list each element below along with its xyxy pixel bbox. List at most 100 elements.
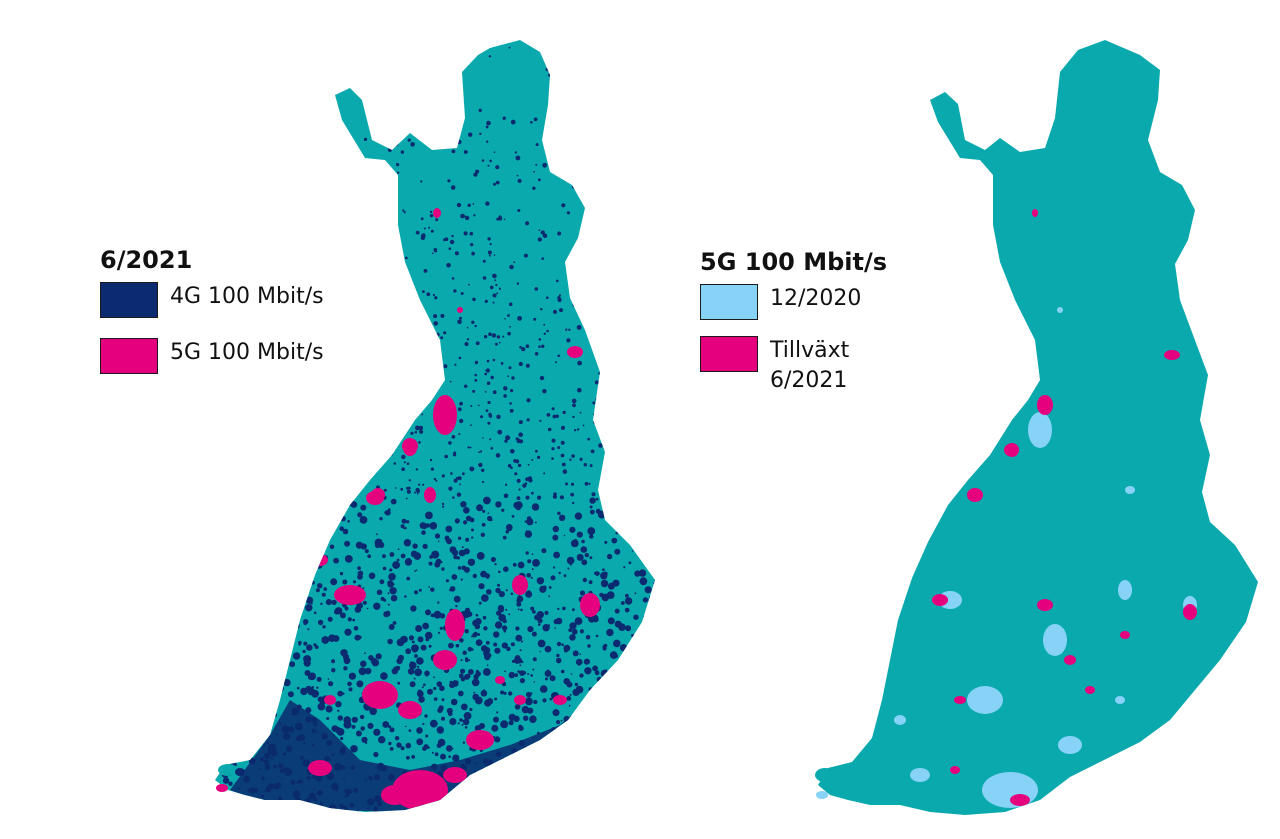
coverage-4g-dot — [272, 658, 278, 664]
coverage-4g-dot — [552, 709, 560, 717]
coverage-4g-dot — [485, 201, 490, 206]
coverage-4g-dot — [275, 460, 280, 464]
coverage-4g-dot — [544, 670, 552, 677]
coverage-4g-dot — [473, 691, 476, 694]
coverage-4g-dot — [243, 799, 251, 807]
coverage-4g-dot — [250, 376, 253, 379]
coverage-4g-dot — [229, 466, 234, 471]
coverage-4g-dot — [233, 724, 237, 728]
coverage-4g-dot — [202, 737, 209, 744]
coverage-4g-dot — [240, 698, 246, 704]
coverage-4g-dot — [269, 690, 277, 698]
coverage-4g-dot — [269, 694, 275, 699]
coverage-4g-dot — [257, 510, 265, 518]
coverage-4g-dot — [410, 431, 414, 435]
coverage-4g-dot — [510, 119, 516, 125]
coverage-4g-dot — [603, 498, 607, 502]
coverage-4g-dot — [468, 659, 471, 662]
coverage-4g-dot — [607, 796, 615, 804]
coverage-4g-dot — [646, 787, 654, 796]
coverage-4g-dot — [369, 404, 373, 408]
coverage-4g-dot — [648, 199, 651, 202]
coverage-4g-dot — [478, 583, 485, 590]
coverage-4g-dot — [606, 671, 614, 679]
coverage-4g-dot — [281, 499, 287, 505]
coverage-4g-dot — [222, 622, 230, 631]
coverage-4g-dot — [364, 812, 366, 814]
coverage-4g-dot — [337, 709, 340, 712]
coverage-4g-dot — [301, 78, 306, 82]
coverage-4g-dot — [666, 207, 668, 209]
coverage-4g-dot — [259, 542, 263, 546]
coverage-4g-dot — [453, 817, 455, 819]
coverage-4g-dot — [199, 806, 206, 813]
coverage-4g-dot — [232, 513, 237, 518]
coverage-4g-dot — [278, 206, 281, 209]
coverage-4g-dot — [280, 450, 285, 455]
coverage-4g-dot — [507, 314, 510, 317]
coverage-4g-dot — [403, 461, 406, 464]
coverage-4g-dot — [633, 664, 640, 672]
coverage-4g-dot — [624, 469, 629, 473]
coverage-4g-dot — [368, 655, 374, 661]
coverage-4g-dot — [414, 654, 418, 658]
coverage-4g-dot — [535, 449, 538, 453]
coverage-4g-dot — [487, 250, 492, 255]
coverage-4g-dot — [203, 401, 207, 405]
coverage-4g-dot — [661, 608, 669, 616]
coverage-4g-dot — [481, 594, 489, 602]
coverage-4g-dot — [602, 646, 607, 651]
coverage-4g-dot — [317, 427, 322, 433]
coverage-4g-dot — [646, 525, 655, 534]
coverage-4g-dot — [489, 285, 494, 290]
coverage-4g-dot — [456, 139, 462, 145]
coverage-4g-dot — [532, 657, 537, 662]
coverage-4g-dot — [400, 524, 405, 529]
coverage-4g-dot — [638, 704, 643, 709]
coverage-4g-dot — [482, 259, 486, 263]
coverage-4g-dot — [638, 78, 642, 81]
coverage-4g-dot — [449, 718, 457, 726]
coverage-4g-dot — [541, 762, 544, 765]
coverage-4g-dot — [563, 756, 571, 764]
coverage-4g-dot — [325, 705, 333, 713]
coverage-4g-dot — [335, 472, 337, 475]
coverage-4g-dot — [495, 283, 498, 287]
coverage-4g-dot — [456, 492, 462, 497]
coverage-4g-dot — [397, 410, 399, 413]
coverage-4g-dot — [592, 760, 597, 765]
coverage-4g-dot — [652, 803, 655, 808]
coverage-4g-dot — [291, 601, 299, 608]
coverage-4g-dot — [329, 544, 335, 550]
coverage-4g-dot — [248, 695, 256, 702]
coverage-4g-dot — [434, 533, 441, 539]
coverage-4g-dot — [513, 755, 517, 759]
coverage-4g-dot — [594, 670, 600, 676]
coverage-4g-dot — [364, 652, 366, 655]
coverage-4g-dot — [198, 556, 204, 562]
coverage-4g-dot — [605, 412, 610, 417]
coverage-4g-dot — [270, 709, 274, 712]
coverage-4g-dot — [487, 792, 492, 798]
coverage-4g-dot — [418, 696, 425, 703]
coverage-4g-dot — [664, 765, 671, 772]
coverage-4g-dot — [259, 730, 265, 735]
coverage-4g-dot — [442, 505, 445, 508]
coverage-4g-dot — [334, 608, 340, 615]
coverage-4g-dot — [649, 544, 655, 551]
coverage-4g-dot — [480, 690, 488, 697]
coverage-4g-dot — [647, 750, 652, 755]
coverage-4g-dot — [236, 462, 240, 465]
coverage-4g-dot — [330, 449, 334, 453]
coverage-4g-dot — [337, 715, 343, 721]
coverage-4g-dot — [531, 553, 534, 555]
coverage-4g-dot — [584, 154, 587, 158]
coverage-4g-dot — [300, 687, 308, 696]
coverage-4g-dot — [549, 697, 552, 701]
coverage-4g-dot — [640, 230, 644, 234]
coverage-4g-dot — [388, 624, 395, 630]
coverage-4g-dot — [571, 398, 577, 404]
coverage-4g-dot — [368, 390, 372, 394]
coverage-4g-dot — [485, 369, 488, 372]
coverage-4g-dot — [410, 142, 415, 147]
